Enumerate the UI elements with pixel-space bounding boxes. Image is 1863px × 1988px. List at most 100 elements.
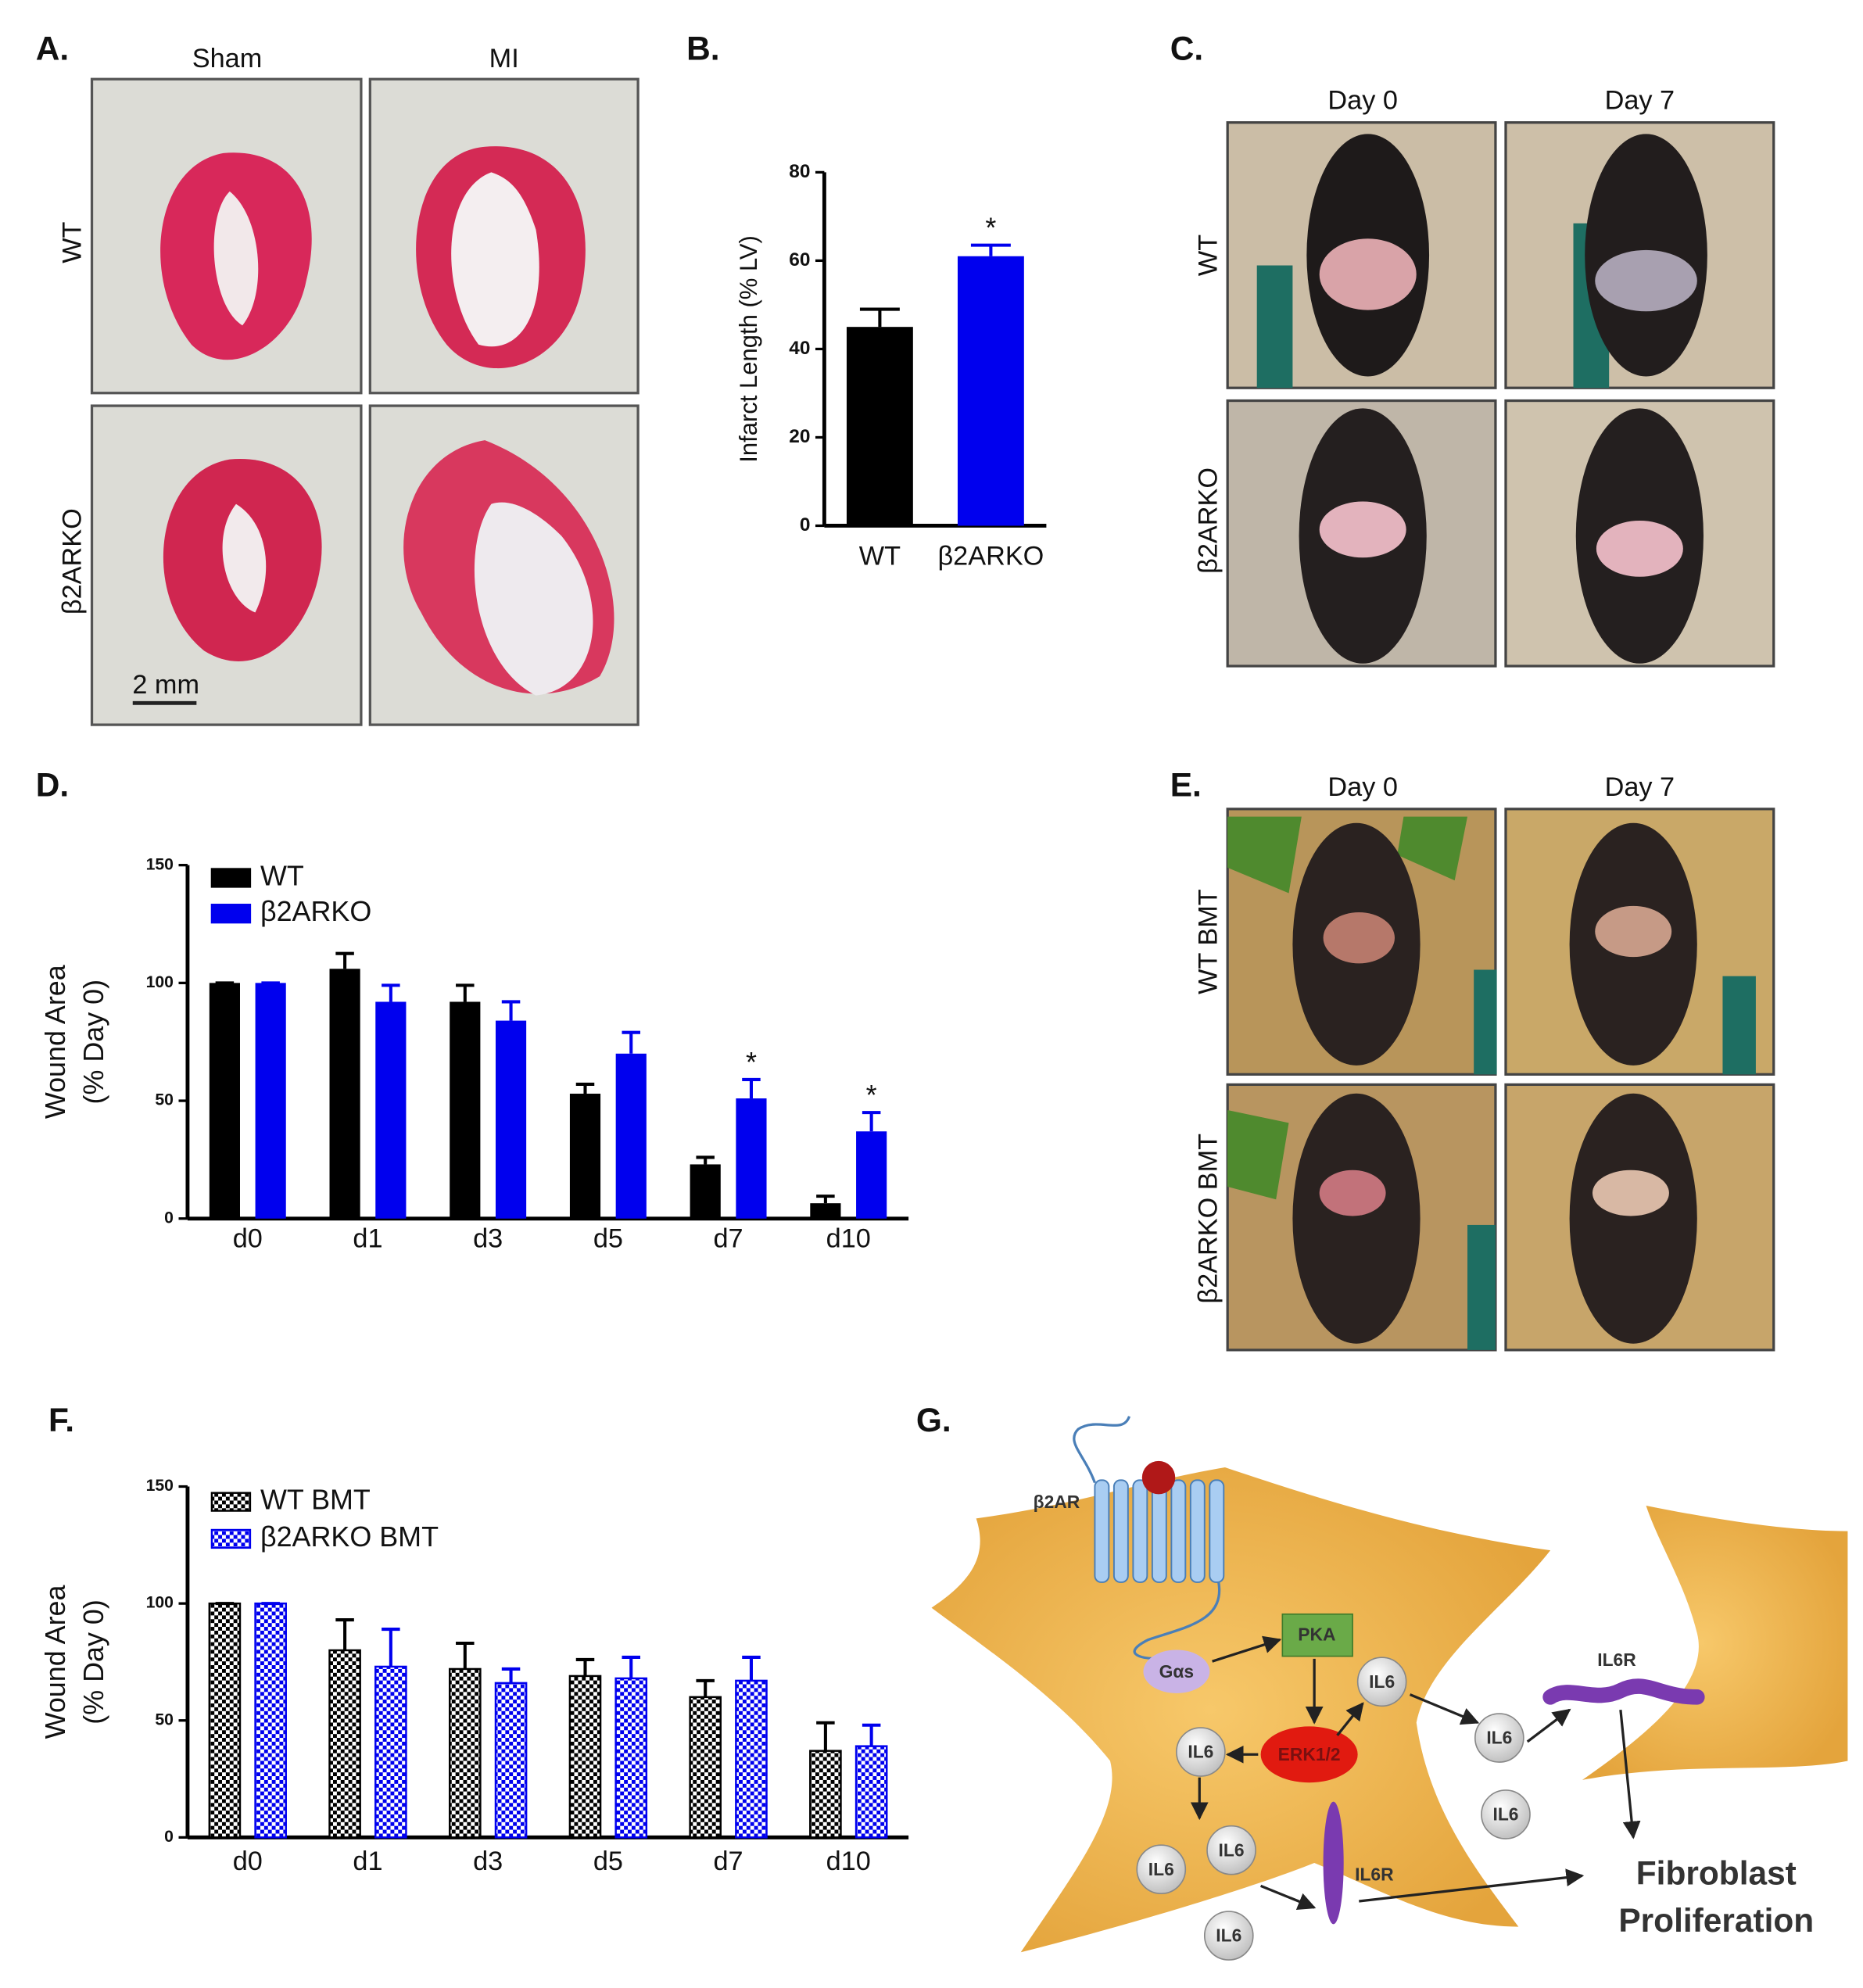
bar bbox=[208, 1602, 242, 1839]
significance-label: * bbox=[866, 1080, 877, 1111]
diagram-label: IL6 bbox=[1219, 1839, 1245, 1860]
receptor-il6r bbox=[1542, 1678, 1705, 1705]
cell bbox=[1582, 1506, 1848, 1780]
diagram-label: ERK1/2 bbox=[1278, 1744, 1341, 1764]
legend-swatch bbox=[210, 868, 252, 888]
receptor bbox=[1094, 1479, 1225, 1583]
legend-label: β2ARKO bbox=[260, 896, 371, 927]
bar bbox=[689, 1696, 722, 1839]
ruler bbox=[1474, 969, 1497, 1075]
error-bar bbox=[816, 1195, 835, 1204]
error-bar bbox=[456, 983, 475, 1002]
y-tick-label: 20 bbox=[789, 426, 810, 447]
arrows bbox=[1190, 1635, 1641, 1911]
wound bbox=[1319, 501, 1406, 558]
bar bbox=[375, 1001, 407, 1219]
y-tick-label: 60 bbox=[789, 249, 810, 270]
g-protein bbox=[1143, 1650, 1210, 1693]
error-bar bbox=[696, 1155, 715, 1165]
row-label: WT bbox=[1193, 235, 1223, 276]
bar bbox=[735, 1679, 768, 1839]
column-label: MI bbox=[489, 44, 519, 73]
error-bar bbox=[501, 1667, 521, 1683]
x-tick-label: d0 bbox=[233, 1847, 263, 1876]
error-bar bbox=[501, 1000, 521, 1021]
y-tick-label: 80 bbox=[789, 161, 810, 182]
column-label: Sham bbox=[192, 44, 263, 73]
bar bbox=[329, 969, 360, 1219]
bar bbox=[736, 1098, 767, 1219]
y-tick-label: 150 bbox=[146, 855, 174, 873]
cell bbox=[931, 1467, 1551, 1953]
bar bbox=[450, 1001, 481, 1219]
y-tick-label: 0 bbox=[164, 1209, 174, 1227]
error-bar bbox=[575, 1082, 595, 1094]
x-tick-label: d1 bbox=[353, 1847, 382, 1876]
glove bbox=[1397, 816, 1468, 881]
y-tick-label: 50 bbox=[155, 1091, 174, 1109]
glove bbox=[1227, 1110, 1289, 1200]
y-tick-label: 100 bbox=[146, 973, 174, 991]
bar bbox=[690, 1164, 721, 1219]
y-tick-label: 150 bbox=[146, 1477, 174, 1495]
diagram-label: IL6R bbox=[1355, 1864, 1394, 1884]
panel-label: B. bbox=[686, 30, 719, 67]
y-tick-label: 40 bbox=[789, 338, 810, 359]
error-bar bbox=[862, 1111, 881, 1132]
erk bbox=[1260, 1726, 1358, 1783]
bar bbox=[809, 1750, 842, 1839]
bmt-photo-grid bbox=[1226, 808, 1775, 1352]
bar bbox=[854, 1745, 888, 1839]
legend-label: β2ARKO BMT bbox=[260, 1521, 439, 1553]
bar bbox=[614, 1677, 648, 1839]
diagram-label: PKA bbox=[1298, 1624, 1335, 1645]
bar bbox=[209, 983, 240, 1219]
error-bar bbox=[970, 243, 1011, 256]
legend-swatch bbox=[210, 1492, 252, 1512]
row-label: WT BMT bbox=[1193, 889, 1223, 994]
x-tick-label: d1 bbox=[353, 1224, 382, 1254]
row-label: β2ARKO bbox=[58, 508, 88, 614]
diagram-label: IL6 bbox=[1492, 1804, 1518, 1825]
x-tick-label: d5 bbox=[593, 1847, 623, 1876]
diagram-label: Gαs bbox=[1159, 1661, 1195, 1682]
diagram-label: IL6 bbox=[1486, 1728, 1512, 1748]
receptor-tail bbox=[1133, 1581, 1221, 1660]
error-bar bbox=[382, 1628, 400, 1667]
diagram-label: IL6 bbox=[1148, 1859, 1174, 1879]
x-tick-label: d3 bbox=[473, 1847, 503, 1876]
bar bbox=[856, 1131, 887, 1219]
diagram-label: IL6 bbox=[1369, 1671, 1395, 1692]
x-tick-label: d0 bbox=[233, 1224, 263, 1254]
error-bar bbox=[575, 1657, 595, 1676]
error-bar bbox=[696, 1678, 715, 1697]
row-label: WT bbox=[58, 221, 88, 263]
y-axis-label: (% Day 0) bbox=[78, 1599, 109, 1725]
y-axis-label: Wound Area bbox=[40, 965, 71, 1119]
panel-label: G. bbox=[916, 1402, 951, 1438]
receptor-tail bbox=[1073, 1416, 1131, 1484]
significance-label: * bbox=[985, 213, 996, 244]
bar bbox=[494, 1682, 528, 1839]
diagram-label: IL6 bbox=[1216, 1925, 1241, 1946]
ruler bbox=[1256, 265, 1293, 389]
bar bbox=[569, 1094, 601, 1219]
bar bbox=[495, 1020, 527, 1219]
y-tick-label: 50 bbox=[155, 1710, 174, 1728]
wound bbox=[1595, 249, 1697, 312]
diagram-label: IL6 bbox=[1188, 1742, 1213, 1762]
column-label: Day 0 bbox=[1327, 86, 1398, 116]
bar bbox=[448, 1667, 482, 1839]
legend-label: WT bbox=[260, 860, 304, 891]
ruler bbox=[1467, 1224, 1496, 1350]
row-label: β2ARKO BMT bbox=[1193, 1134, 1223, 1304]
y-axis-label: Wound Area bbox=[40, 1585, 71, 1739]
panel-label: E. bbox=[1170, 766, 1202, 803]
wound bbox=[1323, 912, 1395, 964]
y-axis-label: (% Day 0) bbox=[78, 980, 109, 1105]
error-bar bbox=[742, 1077, 761, 1099]
x-tick-label: d10 bbox=[826, 1847, 871, 1876]
row-label: β2ARKO bbox=[1193, 467, 1223, 574]
y-tick-label: 0 bbox=[800, 514, 811, 536]
y-axis-label: Infarct Length (% LV) bbox=[735, 235, 762, 463]
